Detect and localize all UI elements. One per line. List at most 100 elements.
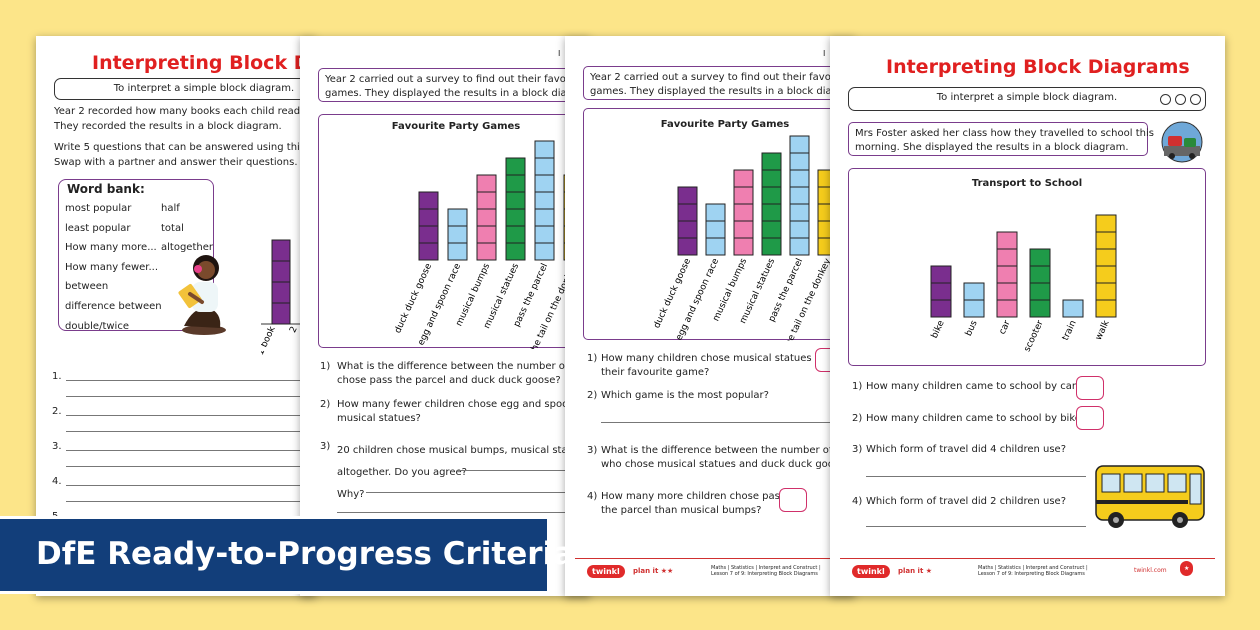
bar-block-duck-duck-goose (418, 191, 439, 210)
bar-block-musical-statues (505, 191, 526, 210)
sheet4-chart-title: Transport to School (971, 178, 1083, 189)
answer-line[interactable] (66, 415, 301, 416)
school-bus-illustration (1095, 465, 1205, 528)
sheet4-chart: Transport to School bike bus car scooter tra… (848, 168, 1206, 366)
word-bank-right-list: half total altogether (161, 199, 213, 258)
bar-block-scooter (1029, 299, 1051, 318)
sheet4-question-3-number: 3) (852, 444, 863, 455)
sheet4-question-2-number: 2) (852, 413, 863, 424)
sheet4-question-4-text: Which form of travel did 2 children use? (866, 496, 1067, 507)
bar-block-pass-the-parcel (789, 186, 810, 205)
bar-block-egg-and-spoon-race (705, 203, 726, 222)
bar-block-bike (930, 265, 952, 284)
bar-block-bike (930, 299, 952, 318)
sheet2-question-2-number: 2) (320, 399, 331, 410)
q-number: 3. (52, 441, 62, 452)
sheet2-question-2-text: How many fewer children chose egg and sp… (337, 399, 588, 424)
sheet1-axis-label: 1 book (261, 324, 278, 357)
sheet3-corner-mark: I (823, 49, 826, 58)
answer-line[interactable] (66, 485, 301, 486)
answer-line[interactable] (66, 396, 301, 397)
sheet3-intro: Year 2 carried out a survey to find out … (583, 66, 855, 100)
sheet3-question-1-text: How many children chose musical statues … (601, 353, 827, 378)
footer-lesson-info: Maths | Statistics | Interpret and Const… (711, 565, 821, 577)
bar-block-walk (1095, 214, 1117, 233)
answer-line[interactable] (601, 422, 831, 423)
bar-block-musical-bumps (476, 225, 497, 244)
answer-line[interactable] (337, 512, 588, 513)
answer-line[interactable] (866, 526, 1086, 527)
planit-label: plan it ★ (898, 567, 933, 575)
category-label: train (1061, 319, 1079, 342)
bar-block-walk (1095, 231, 1117, 250)
worksheet-party-games-b: I Year 2 carried out a survey to find ou… (565, 36, 855, 596)
word-bank-item: half (161, 203, 180, 214)
bar-block-pass-the-parcel (534, 225, 555, 244)
dfe-criteria-banner: DfE Ready-to-Progress Criteria (0, 516, 574, 594)
bar-block-duck-duck-goose (677, 220, 698, 239)
girl-reading-illustration (178, 255, 226, 335)
bar-block-walk (1095, 265, 1117, 284)
bar-block-pass-the-parcel (789, 220, 810, 239)
answer-box[interactable] (779, 488, 807, 512)
bar-block-bike (930, 282, 952, 301)
bar-block-pass-the-parcel (789, 169, 810, 188)
q-number: 4. (52, 476, 62, 487)
answer-box[interactable] (1076, 406, 1104, 430)
twinkl-logo: twinkl (852, 565, 890, 578)
answer-line[interactable] (66, 431, 301, 432)
worksheet-books: Interpreting Block Diagrams To interpret… (36, 36, 316, 596)
answer-line[interactable] (66, 450, 301, 451)
sheet3-question-3-text: What is the difference between the numbe… (601, 445, 854, 470)
bar-block-musical-bumps (476, 242, 497, 261)
bar-block-walk (1095, 282, 1117, 301)
answer-line[interactable] (458, 470, 588, 471)
sheet4-question-1-text: How many children came to school by car? (866, 381, 1082, 392)
bar-block-musical-statues (761, 237, 782, 256)
answer-line[interactable] (66, 501, 301, 502)
planit-label: plan it ★★ (633, 567, 674, 575)
bar-block-scooter (1029, 282, 1051, 301)
word-bank-item: altogether (161, 242, 213, 254)
sheet1-task: Write 5 questions that can be answered u… (54, 142, 316, 168)
answer-line[interactable] (866, 476, 1086, 477)
q-number: 1. (52, 371, 62, 382)
sheet4-question-2-text: How many children came to school by bike… (866, 413, 1087, 424)
sheet4-objective: To interpret a simple block diagram. (848, 87, 1206, 111)
sheet2-chart-title: Favourite Party Games (391, 121, 521, 132)
bar-block-duck-duck-goose (418, 242, 439, 261)
bar-block-musical-bumps (476, 191, 497, 210)
transport-block-diagram: bike bus car scooter train walk (930, 214, 1117, 354)
bar-block-musical-statues (761, 203, 782, 222)
sheet3-chart-title: Favourite Party Games (660, 119, 790, 130)
answer-line[interactable] (366, 492, 588, 493)
banner-text: DfE Ready-to-Progress Criteria (36, 536, 575, 572)
sheet1-objective: To interpret a simple block diagram. (54, 78, 316, 100)
bar-block-scooter (1029, 265, 1051, 284)
footer-url: twinkl.com (1134, 567, 1167, 574)
sheet4-question-4-number: 4) (852, 496, 863, 507)
sheet3-question-1-number: 1) (587, 353, 598, 364)
bar-block-musical-bumps (733, 220, 754, 239)
bar-block-pass-the-parcel (789, 237, 810, 256)
bar-block-car (996, 231, 1018, 250)
sheet3-question-2-text: Which game is the most popular? (601, 390, 769, 401)
word-bank-item: total (161, 222, 184, 234)
bar-block-musical-bumps (733, 237, 754, 256)
bar-block-duck-duck-goose (418, 225, 439, 244)
sheet2-chart: Favourite Party Games duck duck goose egg… (318, 114, 590, 349)
category-label: car (998, 319, 1013, 336)
word-bank-left-list: most popular least popular How many more… (65, 199, 162, 336)
answer-line[interactable] (66, 466, 301, 467)
bar-block-pass-the-parcel (789, 203, 810, 222)
bar-block-egg-and-spoon-race (447, 225, 468, 244)
sheet1-partial-chart: 1 book 2 (261, 239, 316, 357)
sheet3-footer: twinkl plan it ★★ Maths | Statistics | I… (575, 558, 845, 586)
twinkl-logo: twinkl (587, 565, 625, 578)
answer-box[interactable] (1076, 376, 1104, 400)
answer-line[interactable] (66, 380, 301, 381)
bar-block-musical-bumps (476, 174, 497, 193)
word-bank-item: How many more... (65, 242, 157, 254)
bar-block-car (996, 248, 1018, 267)
